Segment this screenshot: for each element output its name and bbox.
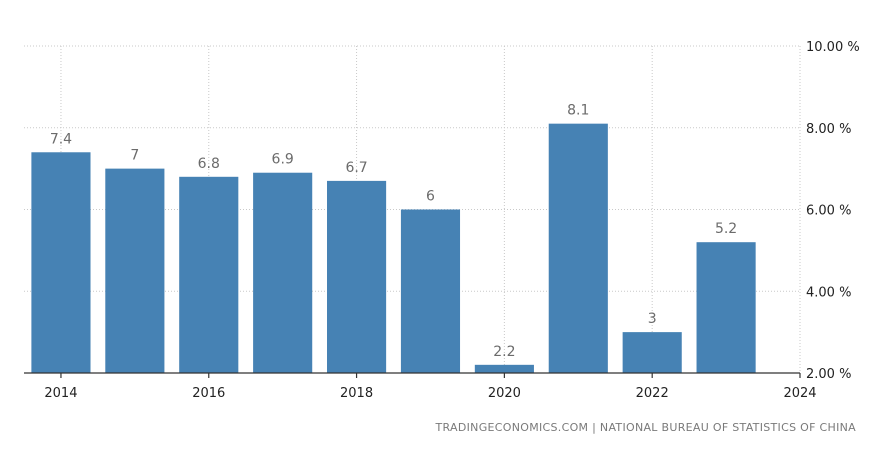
bar-value-label: 6.7 (345, 160, 367, 176)
x-tick-label: 2018 (340, 386, 373, 401)
bar-value-label: 8.1 (567, 103, 589, 119)
y-tick-label: 4.00 % (806, 285, 851, 300)
bar-value-label: 2.2 (493, 344, 515, 360)
bar-2021 (548, 123, 608, 373)
bar-value-label: 3 (648, 311, 657, 327)
bar-2019 (400, 209, 461, 373)
source-attribution: TRADINGECONOMICS.COM | NATIONAL BUREAU O… (435, 421, 856, 434)
bars (31, 123, 756, 373)
x-tick-label: 2020 (488, 386, 521, 401)
bar-value-label: 7.4 (50, 131, 72, 147)
bar-2016 (179, 176, 239, 373)
y-tick-label: 6.00 % (806, 204, 851, 219)
bar-2018 (327, 180, 387, 373)
bar-value-label: 7 (130, 148, 139, 164)
bar-2023 (696, 242, 756, 373)
y-tick-label: 8.00 % (806, 122, 851, 137)
bar-value-label: 6.9 (272, 152, 294, 168)
x-axis-ticks: 2014 2016 2018 2020 2022 2024 (44, 373, 817, 401)
y-axis-ticks: 2.00 % 4.00 % 6.00 % 8.00 % 10.00 % (806, 40, 860, 382)
y-tick-label: 2.00 % (806, 367, 851, 382)
bar-2014 (31, 152, 91, 373)
x-tick-label: 2016 (192, 386, 225, 401)
x-tick-label: 2014 (44, 386, 77, 401)
bar-2022 (622, 332, 682, 373)
bar-2015 (105, 168, 165, 373)
x-tick-label: 2024 (783, 386, 816, 401)
bar-value-label: 6.8 (198, 156, 220, 172)
x-tick-label: 2022 (636, 386, 669, 401)
y-tick-label: 10.00 % (806, 40, 860, 55)
bar-value-labels: 7.4 7 6.8 6.9 6.7 6 2.2 8.1 3 5.2 (50, 103, 737, 360)
bar-2017 (253, 172, 313, 373)
bar-value-label: 5.2 (715, 221, 737, 237)
bar-value-label: 6 (426, 189, 435, 205)
bar-2020 (474, 364, 534, 373)
